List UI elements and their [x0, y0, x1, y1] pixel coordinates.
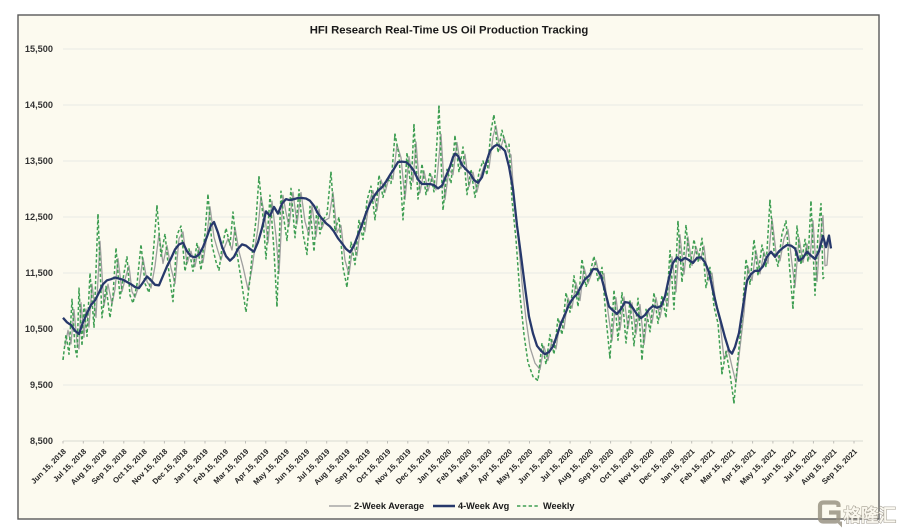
svg-text:2-Week Average: 2-Week Average	[354, 501, 424, 511]
svg-text:11,500: 11,500	[25, 268, 53, 278]
svg-text:9,500: 9,500	[30, 380, 53, 390]
svg-text:10,500: 10,500	[25, 324, 53, 334]
svg-text:8,500: 8,500	[30, 436, 53, 446]
svg-text:13,500: 13,500	[25, 156, 53, 166]
svg-text:15,500: 15,500	[25, 44, 53, 54]
svg-text:14,500: 14,500	[25, 100, 53, 110]
svg-text:格隆汇: 格隆汇	[844, 506, 897, 526]
svg-text:4-Week Avg: 4-Week Avg	[458, 501, 509, 511]
svg-text:HFI Research Real-Time US Oil: HFI Research Real-Time US Oil Production…	[310, 25, 589, 37]
svg-text:Weekly: Weekly	[543, 501, 575, 511]
svg-text:12,500: 12,500	[25, 212, 53, 222]
